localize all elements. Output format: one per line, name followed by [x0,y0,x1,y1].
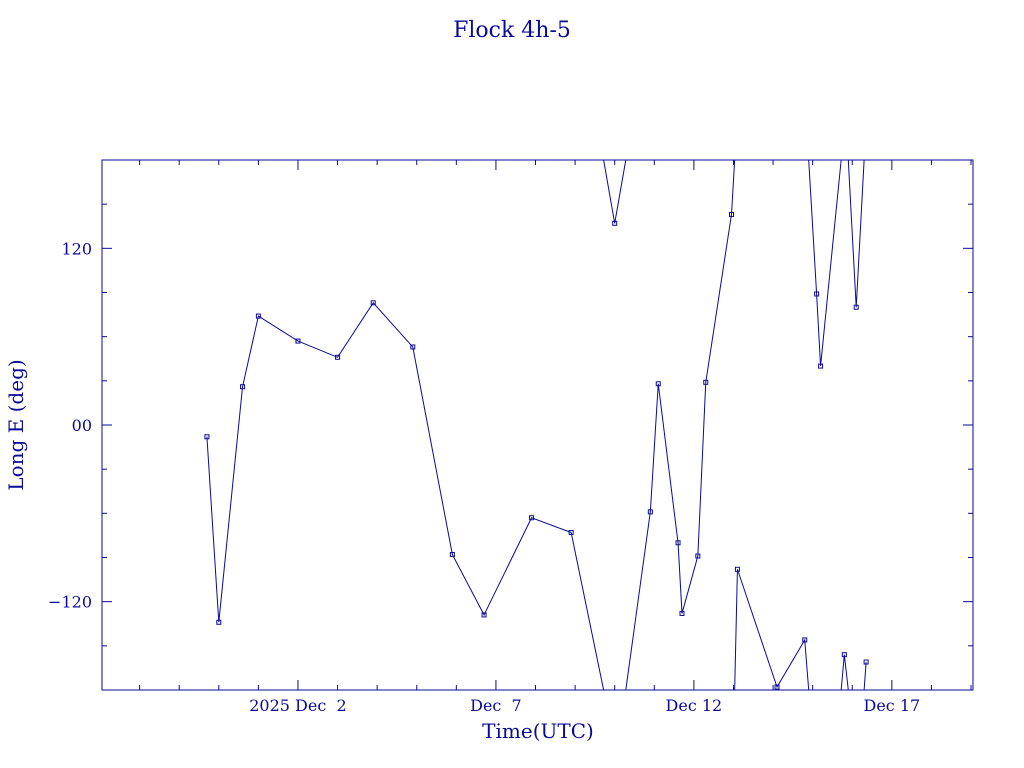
data-point [853,304,859,310]
data-point [335,354,341,360]
chart-title: Flock 4h-5 [453,18,571,43]
y-tick-label: 00 [72,416,92,435]
series-segment [625,159,736,691]
plot-frame [101,159,974,691]
series-line [204,159,869,691]
data-point [818,363,824,369]
series-segment [863,661,867,691]
data-point [370,300,376,306]
series-segment [847,159,865,308]
data-point [695,553,701,559]
y-axis-label: Long E (deg) [4,359,28,490]
y-tick-label: −120 [48,593,92,612]
y-tick-labels: 120 00 −120 [48,239,92,611]
data-point [774,684,780,690]
x-tick-label: Dec 12 [666,696,723,715]
data-point [814,291,820,297]
data-point [204,434,210,440]
data-point [675,540,681,546]
data-point [216,619,222,625]
x-tick-label: Dec 7 [470,696,522,715]
data-point [529,515,535,521]
data-point [655,381,661,387]
axis-ticks [102,160,973,690]
data-point [410,344,416,350]
series-segment [734,569,810,691]
data-point [295,338,301,344]
data-point [449,552,455,558]
data-point [255,313,261,319]
data-point [841,652,847,658]
series-segment [603,159,627,224]
data-point [703,379,709,385]
data-point [240,384,246,390]
series-segment [840,654,849,691]
series-segment [206,301,605,691]
data-point [647,509,653,515]
data-point [481,612,487,618]
x-tick-label: 2025 Dec 2 [249,696,346,715]
data-point [734,566,740,572]
data-point [679,610,685,616]
data-point [568,529,574,535]
series-segment [808,159,842,367]
x-axis-label: Time(UTC) [482,719,594,743]
x-tick-labels: 2025 Dec 2 Dec 7 Dec 12 Dec 17 [249,696,920,715]
data-point [802,637,808,643]
data-point [612,220,618,226]
data-point [728,211,734,217]
y-tick-label: 120 [61,239,92,258]
data-point [863,659,869,665]
x-tick-label: Dec 17 [863,696,920,715]
